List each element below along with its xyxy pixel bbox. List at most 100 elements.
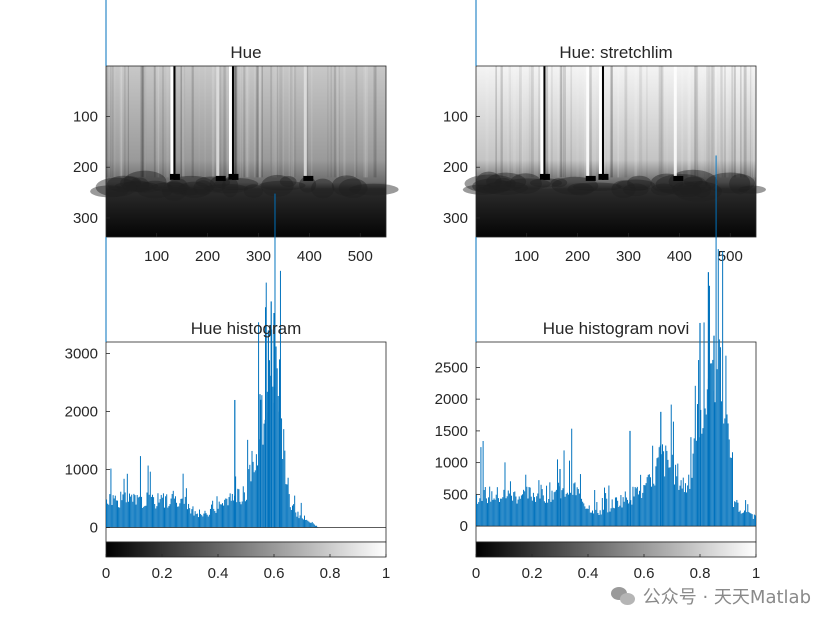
texture-streak [639,66,641,178]
texture-streak [270,66,273,178]
histogram-bar [748,511,750,527]
x-tick-label: 1 [752,565,760,582]
histogram-bar [248,469,250,528]
texture-streak [243,66,245,178]
texture-streak [219,66,222,178]
histogram-bar [237,488,239,528]
histogram-bar [261,395,263,528]
histogram-bar [148,494,150,528]
texture-streak [256,66,258,178]
histogram-bar [539,498,541,527]
histogram-bar [302,519,304,528]
histogram-bar [555,489,557,527]
histogram-bar [481,500,483,527]
histogram-bar [516,503,518,527]
histogram-bar [491,491,493,527]
histogram-bar [581,498,583,527]
histogram-bar [548,498,550,527]
histogram-bar [121,500,123,528]
texture-streak [559,66,563,178]
x-tick-label: 400 [667,248,692,265]
texture-streak [157,66,160,178]
texture-streak [712,66,715,178]
dark-region [551,176,599,195]
histogram-bar [691,477,693,527]
texture-streak [143,66,146,178]
dark-region [738,185,766,194]
histogram-bar [594,490,596,527]
line-end [585,175,596,181]
texture-streak [705,66,709,178]
histogram-bar [642,492,644,527]
histogram-bar [630,500,632,527]
histogram-bar [136,494,138,528]
histogram-bar [226,498,228,528]
watermark: 公众号 · 天天Matlab [610,583,811,609]
histogram-bar [139,456,141,528]
histogram-bar [726,414,728,527]
texture-streak [737,66,741,178]
histogram-bar [255,454,257,528]
histogram-bar [511,495,513,527]
histogram-bar [309,522,311,528]
histogram-bar [527,498,529,527]
texture-streak [245,66,248,178]
texture-streak [233,66,236,178]
histogram-bar [684,483,686,527]
histogram-spike [234,399,236,528]
texture-streak [563,66,566,178]
histogram-bar [124,492,126,528]
histogram-bar [243,492,245,528]
histogram-bar [297,511,299,528]
histogram-bar [750,513,752,527]
texture-streak [617,66,620,178]
histogram-bar [619,505,621,527]
dark-region [136,180,174,199]
histogram-bar [299,515,301,528]
histogram-spike [629,430,631,527]
histogram-bar [589,512,591,527]
dark-region [683,176,703,187]
histogram-spike [273,313,275,528]
histogram-bar [549,482,551,527]
histogram-bar [751,514,753,527]
histogram-bar [742,512,744,527]
histogram-bar [574,482,576,527]
histogram-bar [694,385,696,527]
histogram-bar [232,500,234,528]
histogram-bar [534,497,536,527]
texture-streak [140,66,143,178]
histogram-bar [183,503,185,528]
histogram-bar [733,507,735,527]
histogram-bar [614,497,616,527]
histogram-bar [170,498,172,528]
histogram-bar [282,458,284,528]
histogram-bar [478,502,480,527]
histogram-bar [729,457,731,527]
histogram-bar [108,504,110,528]
histogram-bar [535,501,537,527]
histogram-bar [575,495,577,527]
texture-streak [688,66,691,178]
histogram-bar [746,512,748,527]
texture-streak [269,66,272,178]
histogram-bar [671,454,673,527]
texture-streak [617,66,619,178]
histogram-bar [624,491,626,527]
histogram-bar [696,404,698,527]
texture-streak [725,66,729,178]
histogram-bar [477,503,479,527]
texture-streak [658,66,662,178]
x-tick-label: 300 [616,248,641,265]
x-tick-label: 500 [718,248,743,265]
histogram-bar [294,495,296,528]
histogram-bar [192,506,194,528]
histogram-bar [643,485,645,527]
histogram-bar [645,483,647,527]
histogram-bar [521,494,523,527]
dark-region [486,172,527,191]
vertical-line [586,66,590,180]
histogram-bar [240,504,242,528]
histogram-bar [702,428,704,527]
histogram-bar [700,409,702,527]
